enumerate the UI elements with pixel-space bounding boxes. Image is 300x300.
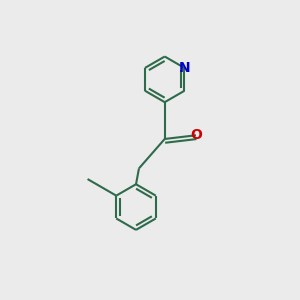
Text: O: O — [190, 128, 202, 142]
Text: N: N — [179, 61, 190, 75]
